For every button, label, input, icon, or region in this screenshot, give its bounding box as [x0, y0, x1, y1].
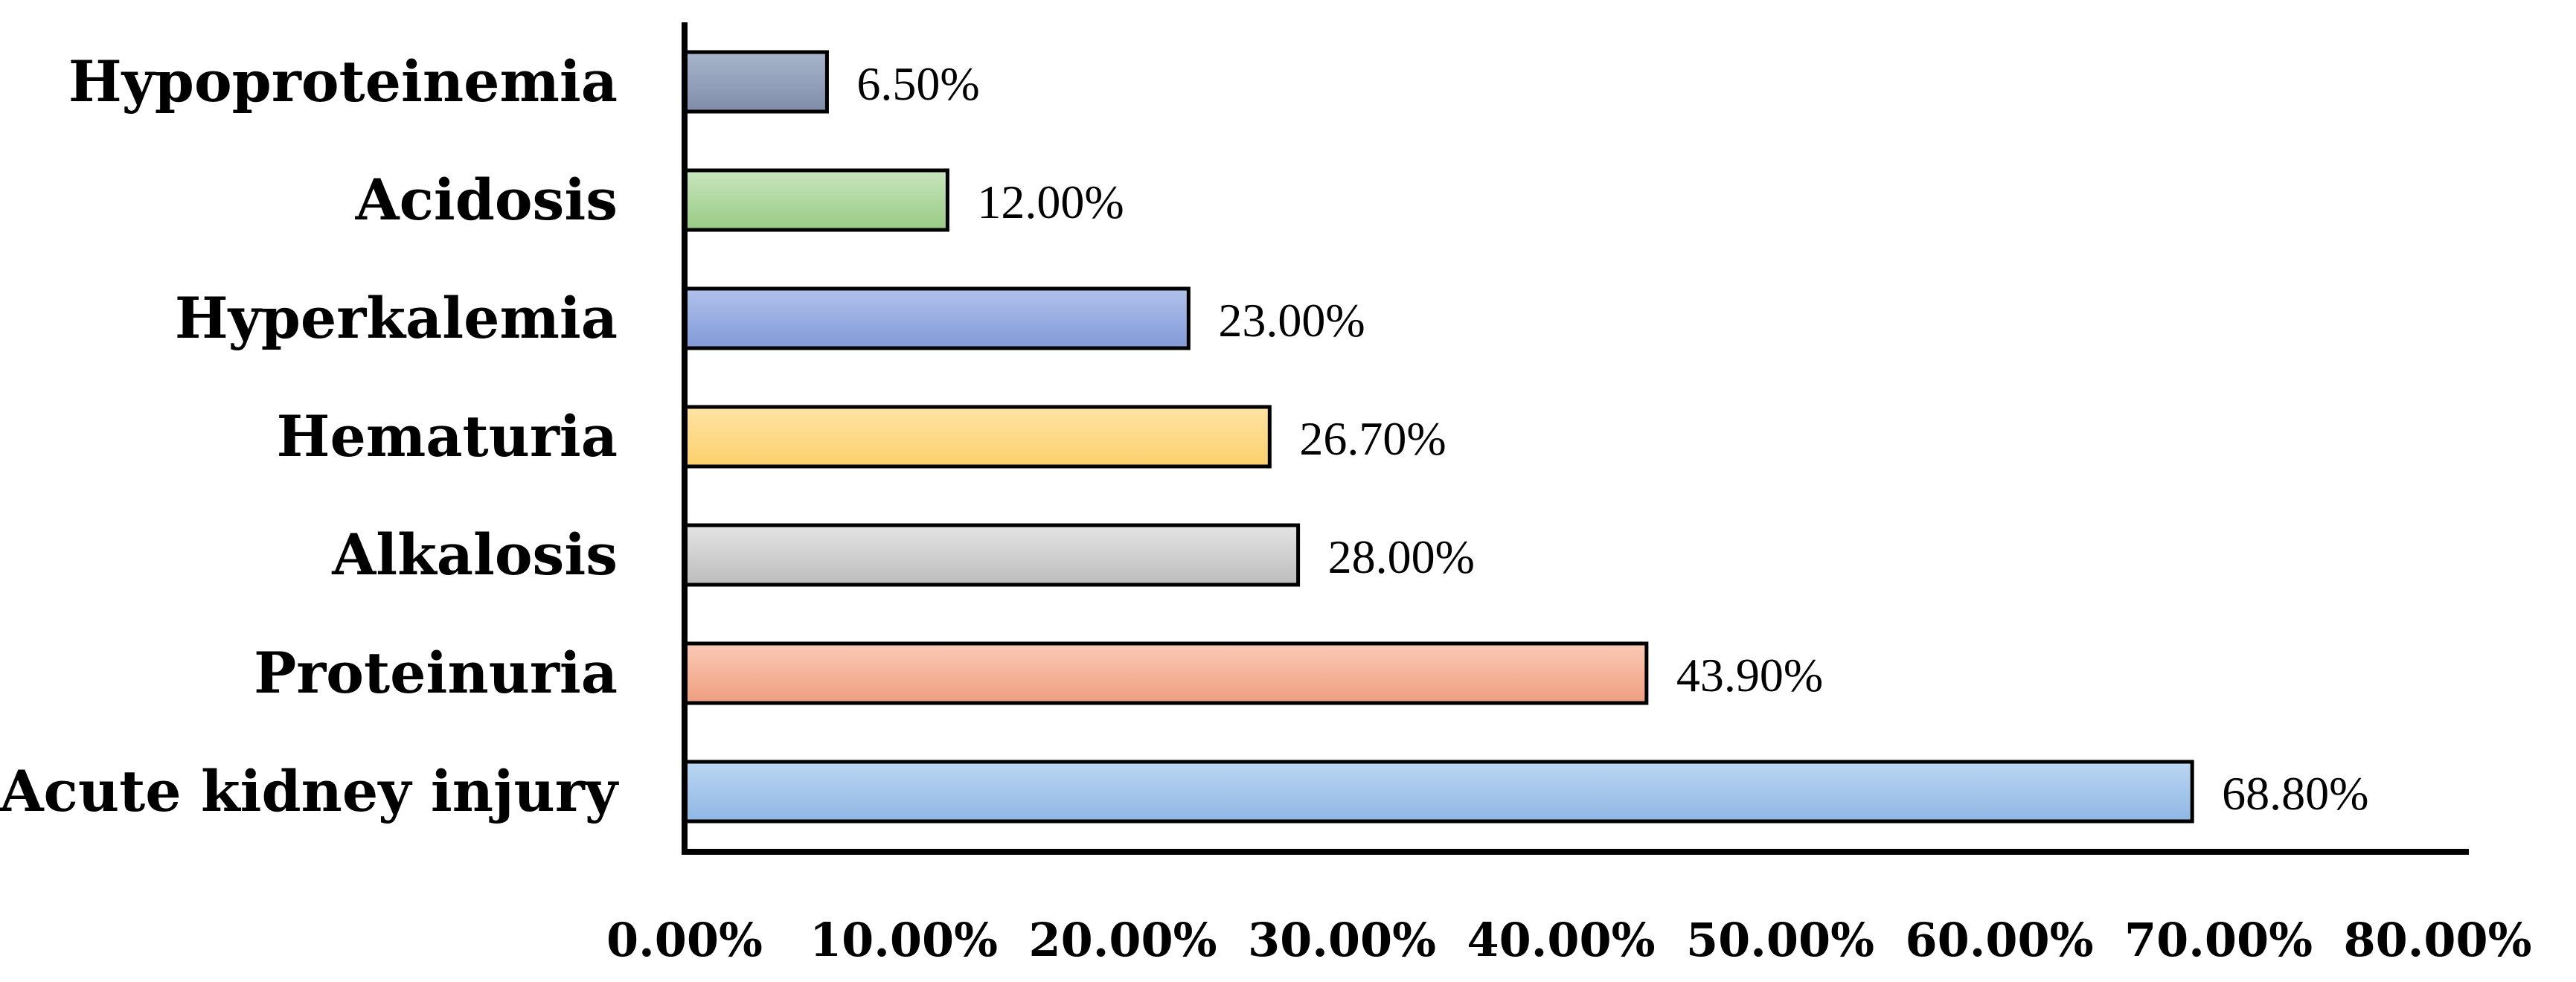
bar-hypoproteinemia	[682, 50, 829, 114]
bar-acute-kidney-injury	[682, 760, 2194, 824]
bar-alkalosis	[682, 523, 1301, 587]
x-tick-label: 80.00%	[2343, 913, 2531, 967]
x-tick-label: 20.00%	[1028, 913, 1217, 967]
value-label-hematuria: 26.70%	[1299, 412, 1446, 465]
value-label-hypoproteinemia: 6.50%	[856, 57, 979, 110]
category-label-alkalosis: Alkalosis	[331, 522, 618, 588]
x-tick-label: 50.00%	[1686, 913, 1874, 967]
category-label-acidosis: Acidosis	[355, 167, 618, 233]
x-tick-label: 10.00%	[810, 913, 998, 967]
value-label-hyperkalemia: 23.00%	[1218, 294, 1365, 347]
value-label-acidosis: 12.00%	[977, 176, 1124, 228]
x-tick-label: 40.00%	[1467, 913, 1655, 967]
x-tick-label: 0.00%	[606, 913, 763, 967]
category-label-hypoproteinemia: Hypoproteinemia	[68, 48, 618, 115]
category-label-hyperkalemia: Hyperkalemia	[175, 285, 618, 351]
x-tick-label: 30.00%	[1248, 913, 1436, 967]
bar-proteinuria	[682, 641, 1649, 705]
bar-hyperkalemia	[682, 286, 1191, 350]
x-tick-label: 70.00%	[2124, 913, 2313, 967]
value-label-proteinuria: 43.90%	[1676, 649, 1823, 702]
category-label-hematuria: Hematuria	[277, 403, 618, 469]
value-label-alkalosis: 28.00%	[1328, 530, 1475, 583]
bar-hematuria	[682, 405, 1272, 469]
bar-acidosis	[682, 168, 949, 232]
category-label-proteinuria: Proteinuria	[254, 640, 618, 706]
category-label-acute-kidney-injury: Acute kidney injury	[0, 758, 619, 824]
x-tick-label: 60.00%	[1905, 913, 2093, 967]
value-label-acute-kidney-injury: 68.80%	[2222, 767, 2368, 820]
